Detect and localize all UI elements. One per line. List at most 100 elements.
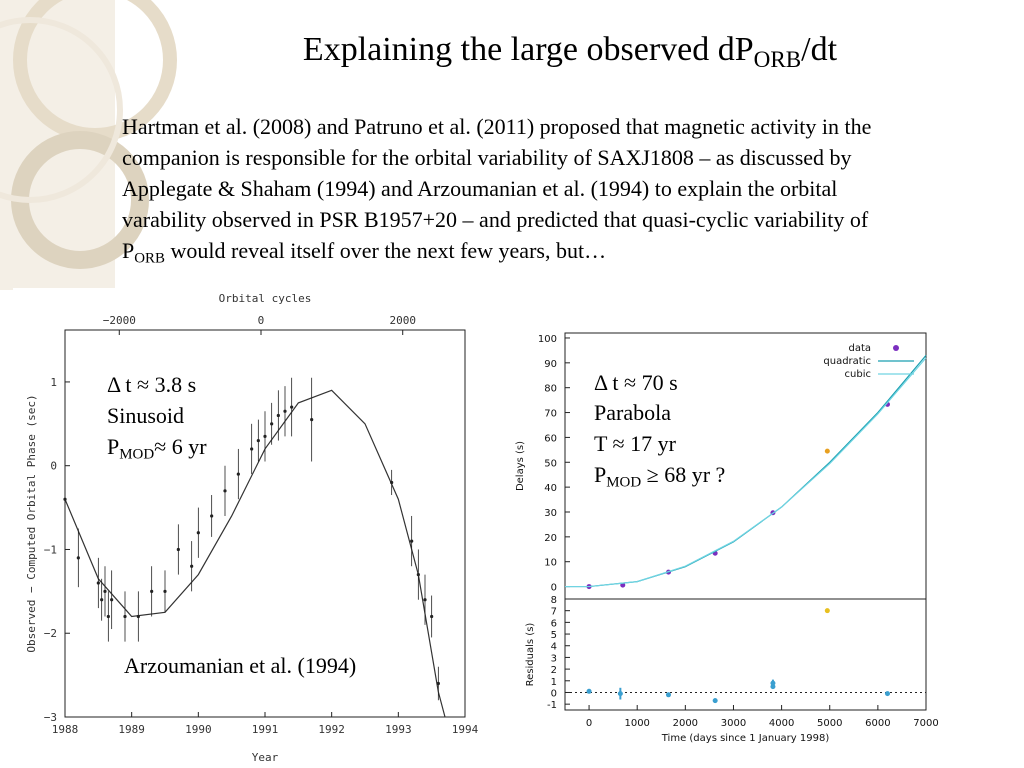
y-tick-label: 7: [551, 607, 557, 618]
data-point: [103, 589, 107, 593]
y-tick-label: −2: [44, 627, 57, 640]
y-tick-label: 60: [544, 433, 557, 444]
fit-curve: [565, 357, 927, 588]
data-point: [190, 564, 194, 568]
x-tick-label: 6000: [865, 718, 890, 729]
annotation: Arzoumanian et al. (1994): [124, 653, 356, 678]
data-point: [586, 688, 592, 694]
y-tick-label: 90: [544, 359, 557, 370]
y-tick-label: 80: [544, 384, 557, 395]
data-point: [390, 480, 394, 485]
y-tick-label: 0: [551, 688, 557, 699]
data-point: [770, 684, 776, 690]
y-tick-label: −3: [44, 711, 57, 724]
y-tick-label: 0: [551, 583, 557, 594]
data-point: [210, 514, 214, 518]
x-tick-label: 1994: [452, 723, 479, 736]
data-point: [824, 448, 830, 454]
y-tick-label: 10: [544, 558, 557, 569]
y-tick-label: 100: [538, 334, 557, 345]
x-tick-label: 1993: [385, 723, 412, 736]
annotation: Δ t ≈ 3.8 s: [107, 372, 196, 397]
subscript: MOD: [119, 446, 154, 462]
x2-axis-label: Orbital cycles: [219, 292, 312, 305]
text-part: ≈ 6 yr: [154, 434, 207, 459]
paragraph-line: PORB would reveal itself over the next f…: [122, 238, 606, 266]
annotation: PMOD ≥ 68 yr ?: [594, 462, 725, 490]
x-tick-label: 1991: [252, 723, 279, 736]
x-axis-label: Time (days since 1 January 1998): [661, 733, 830, 744]
data-point: [96, 581, 100, 585]
subscript: ORB: [134, 250, 165, 266]
data-point: [270, 422, 274, 426]
legend-label: quadratic: [823, 356, 871, 367]
y-tick-label: 5: [551, 630, 557, 641]
y-tick-label: 40: [544, 483, 557, 494]
x-axis-label: Year: [252, 751, 279, 764]
y-tick-label: 1: [50, 376, 57, 389]
y-axis-label: Residuals (s): [525, 623, 536, 687]
paragraph-line: Hartman et al. (2008) and Patruno et al.…: [122, 114, 871, 139]
y-tick-label: −1: [44, 543, 57, 556]
left-panel: [13, 288, 482, 768]
ring: [0, 17, 123, 203]
subscript: MOD: [606, 474, 641, 490]
data-point: [620, 582, 626, 588]
data-point: [884, 691, 890, 697]
data-point: [410, 539, 414, 543]
data-point: [423, 598, 427, 602]
data-point: [436, 681, 440, 686]
data-point: [263, 434, 267, 438]
x-tick-label: 1988: [52, 723, 79, 736]
y-axis-label: Observed − Computed Orbital Phase (sec): [25, 394, 38, 652]
data-point: [416, 572, 420, 577]
text-part: ≥ 68 yr ?: [641, 462, 725, 487]
y-axis-label: Delays (s): [515, 441, 526, 491]
data-point: [123, 614, 127, 619]
content: Explaining the large observed dPORB/dt Ha…: [25, 31, 939, 764]
data-point: [106, 614, 110, 619]
data-point: [276, 413, 280, 418]
legend-label: data: [848, 343, 871, 354]
data-point: [824, 608, 830, 614]
x-tick-label: 0: [586, 718, 592, 729]
y-tick-label: 6: [551, 618, 557, 629]
annotation: PMOD≈ 6 yr: [107, 434, 207, 462]
y-tick-label: -1: [547, 700, 557, 711]
slide-title: Explaining the large observed dPORB/dt: [303, 31, 838, 73]
x-tick-label: 1990: [185, 723, 212, 736]
data-point: [236, 472, 240, 476]
x-tick-label: 5000: [817, 718, 842, 729]
y-tick-label: 20: [544, 533, 557, 544]
y-tick-label: 8: [551, 595, 557, 606]
annotation: T ≈ 17 yr: [594, 431, 677, 456]
data-point: [63, 497, 67, 501]
plot-frame: [564, 598, 927, 711]
text-part: P: [594, 462, 606, 487]
data-point: [310, 418, 314, 422]
text-part: P: [107, 434, 119, 459]
x2-tick-label: −2000: [103, 314, 136, 327]
data-point: [196, 531, 200, 535]
annotation: Sinusoid: [107, 403, 184, 428]
legend-marker: [893, 345, 899, 351]
data-point: [176, 547, 180, 552]
x-tick-label: 7000: [913, 718, 938, 729]
legend-label: cubic: [845, 369, 871, 380]
y-tick-label: 1: [551, 677, 557, 688]
data-point: [100, 598, 104, 602]
data-point: [223, 489, 227, 493]
data-point: [150, 589, 154, 593]
data-point: [290, 405, 294, 409]
x-tick-label: 4000: [769, 718, 794, 729]
y-tick-label: 0: [50, 460, 57, 473]
data-point: [76, 556, 80, 560]
annotation: Δ t ≈ 70 s: [594, 370, 678, 395]
y-tick-label: 3: [551, 653, 557, 664]
data-point: [136, 614, 140, 619]
paragraph-line: Applegate & Shaham (1994) and Arzoumania…: [122, 176, 837, 201]
y-tick-label: 4: [551, 642, 557, 653]
text-part: P: [122, 238, 134, 263]
subscript: ORB: [754, 47, 802, 73]
